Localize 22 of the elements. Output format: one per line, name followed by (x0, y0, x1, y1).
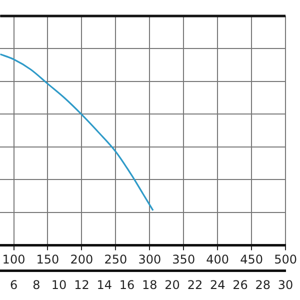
x-tick-label: 150 (36, 252, 60, 267)
x-tick-label: 400 (206, 252, 230, 267)
x-tick-label: 300 (138, 252, 162, 267)
x2-tick-label: 8 (32, 278, 40, 292)
x-tick-label: 200 (70, 252, 94, 267)
x2-tick-label: 30 (278, 278, 294, 292)
x-tick-label: 350 (172, 252, 196, 267)
x2-tick-label: 24 (210, 278, 226, 292)
x2-tick-label: 20 (164, 278, 180, 292)
x-tick-label: 100 (2, 252, 26, 267)
x2-tick-label: 26 (232, 278, 248, 292)
x2-tick-label: 18 (142, 278, 158, 292)
x-tick-label: 500 (274, 252, 297, 267)
x2-tick-label: 6 (10, 278, 18, 292)
x2-tick-label: 22 (187, 278, 203, 292)
x2-tick-label: 28 (255, 278, 271, 292)
x2-tick-label: 10 (51, 278, 67, 292)
x-tick-label: 250 (104, 252, 128, 267)
x-tick-label: 450 (240, 252, 264, 267)
x2-tick-label: 12 (74, 278, 90, 292)
x2-tick-label: 14 (96, 278, 112, 292)
x2-tick-label: 16 (119, 278, 135, 292)
